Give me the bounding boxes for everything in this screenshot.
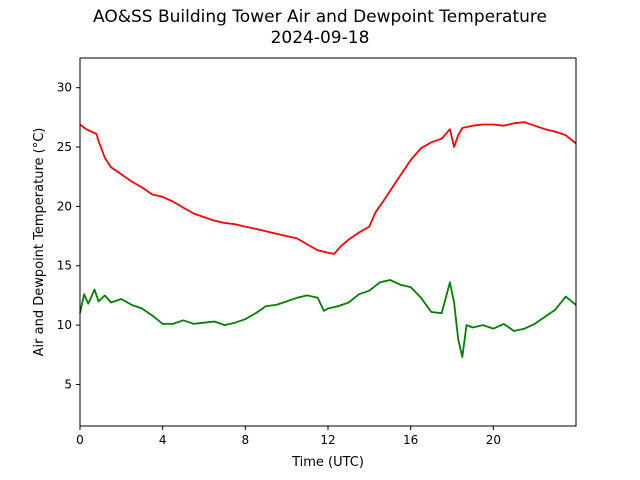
plot-frame [79,57,577,427]
x-axis-label: Time (UTC) [291,455,364,470]
chart-subtitle: 2024-09-18 [270,28,370,48]
y-tick-label: 5 [64,377,72,391]
x-tick-label: 20 [486,433,501,447]
y-tick-label: 20 [57,199,72,213]
y-tick-label: 25 [57,140,72,154]
x-tick-label: 4 [159,433,167,447]
x-tick-label: 16 [403,433,418,447]
x-tick-label: 0 [76,433,84,447]
y-tick-label: 10 [57,318,72,332]
series-line-0 [79,121,577,255]
y-tick-label: 15 [57,259,72,273]
series-line-1 [79,279,577,358]
chart-title: AO&SS Building Tower Air and Dewpoint Te… [92,7,547,27]
y-axis-label: Air and Dewpoint Temperature (°C) [32,128,47,357]
x-tick-label: 8 [242,433,250,447]
y-tick-label: 30 [57,81,72,95]
x-tick-label: 12 [320,433,335,447]
